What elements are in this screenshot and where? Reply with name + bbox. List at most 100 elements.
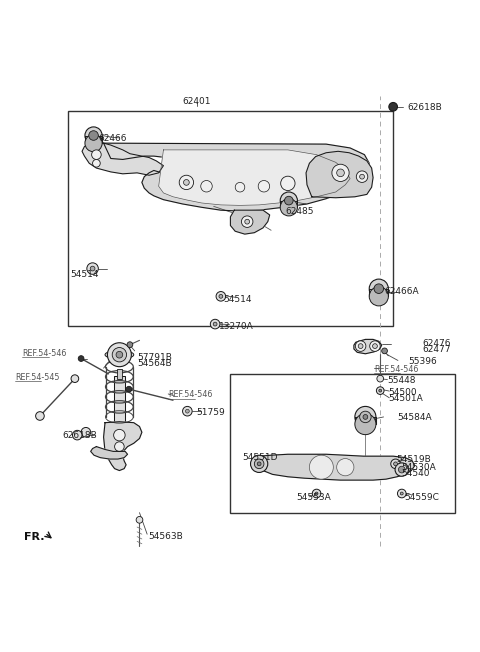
Text: REF.54-546: REF.54-546 xyxy=(168,391,213,400)
Circle shape xyxy=(115,442,124,451)
Circle shape xyxy=(183,179,189,185)
Circle shape xyxy=(72,430,82,440)
Circle shape xyxy=(382,348,387,354)
Polygon shape xyxy=(104,422,142,471)
Circle shape xyxy=(93,160,100,167)
Circle shape xyxy=(241,216,253,228)
Circle shape xyxy=(127,342,133,348)
Circle shape xyxy=(397,489,406,498)
Text: 54519B: 54519B xyxy=(396,454,431,464)
Circle shape xyxy=(136,516,143,523)
Text: 54559C: 54559C xyxy=(405,493,440,502)
Circle shape xyxy=(370,341,380,351)
Text: 62485: 62485 xyxy=(286,207,314,216)
Bar xyxy=(230,374,456,512)
Circle shape xyxy=(310,455,333,479)
Text: 62477: 62477 xyxy=(423,346,451,355)
Text: 54564B: 54564B xyxy=(137,359,172,368)
Polygon shape xyxy=(82,143,163,175)
Circle shape xyxy=(355,406,376,428)
Circle shape xyxy=(182,406,192,416)
Circle shape xyxy=(179,175,193,190)
Circle shape xyxy=(332,164,349,181)
Circle shape xyxy=(315,492,318,495)
Circle shape xyxy=(285,196,293,205)
Circle shape xyxy=(210,319,220,329)
Bar xyxy=(114,376,125,426)
Text: 51759: 51759 xyxy=(196,408,225,417)
Polygon shape xyxy=(354,340,382,354)
Text: REF.54-546: REF.54-546 xyxy=(374,364,419,374)
Circle shape xyxy=(363,415,368,419)
Circle shape xyxy=(257,462,261,466)
Text: 62618B: 62618B xyxy=(408,103,442,112)
Text: 62476: 62476 xyxy=(423,339,451,348)
Text: 57791B: 57791B xyxy=(137,353,172,362)
Text: 54514: 54514 xyxy=(70,271,98,279)
Circle shape xyxy=(235,183,245,192)
Circle shape xyxy=(89,131,98,140)
Text: 54500: 54500 xyxy=(388,387,417,396)
Circle shape xyxy=(87,263,98,274)
Text: REF.54-546: REF.54-546 xyxy=(22,349,67,358)
Circle shape xyxy=(360,174,364,179)
Circle shape xyxy=(78,356,84,361)
Text: 55448: 55448 xyxy=(387,376,416,385)
Text: FR.: FR. xyxy=(24,531,44,542)
Circle shape xyxy=(36,411,44,421)
Polygon shape xyxy=(280,201,298,207)
Text: 54530A: 54530A xyxy=(402,463,436,471)
Circle shape xyxy=(185,409,189,413)
Text: 13270A: 13270A xyxy=(219,323,254,331)
Circle shape xyxy=(201,181,212,192)
Circle shape xyxy=(280,192,298,209)
Circle shape xyxy=(356,171,368,183)
Circle shape xyxy=(377,376,384,382)
Ellipse shape xyxy=(105,350,134,359)
Circle shape xyxy=(112,348,127,362)
Circle shape xyxy=(213,322,217,326)
Text: 62618B: 62618B xyxy=(62,430,96,439)
Circle shape xyxy=(108,343,132,366)
Text: 62401: 62401 xyxy=(183,96,211,106)
Circle shape xyxy=(71,375,79,383)
Polygon shape xyxy=(104,143,369,211)
Circle shape xyxy=(280,199,298,216)
Polygon shape xyxy=(230,210,270,234)
Circle shape xyxy=(360,411,371,422)
Text: 54553A: 54553A xyxy=(296,493,331,502)
Circle shape xyxy=(258,181,270,192)
Circle shape xyxy=(85,134,102,152)
Bar xyxy=(68,111,393,326)
Circle shape xyxy=(400,492,403,495)
Text: REF.54-545: REF.54-545 xyxy=(15,373,60,381)
Circle shape xyxy=(358,344,363,349)
Circle shape xyxy=(355,341,366,351)
Text: 54563B: 54563B xyxy=(148,532,183,541)
Circle shape xyxy=(369,287,388,306)
Circle shape xyxy=(389,102,397,111)
Circle shape xyxy=(376,387,384,394)
Circle shape xyxy=(81,428,91,437)
Circle shape xyxy=(369,279,388,298)
Circle shape xyxy=(394,462,397,466)
Circle shape xyxy=(336,458,354,476)
Polygon shape xyxy=(91,447,128,459)
Circle shape xyxy=(379,389,382,392)
Text: 54551D: 54551D xyxy=(242,453,277,462)
Polygon shape xyxy=(355,417,376,424)
Circle shape xyxy=(126,386,132,392)
Circle shape xyxy=(251,455,268,473)
Text: 55396: 55396 xyxy=(408,357,437,366)
Circle shape xyxy=(245,219,250,224)
Text: 54514: 54514 xyxy=(223,295,252,304)
Circle shape xyxy=(281,176,295,190)
Circle shape xyxy=(312,489,321,498)
Text: 62466: 62466 xyxy=(99,134,127,143)
Polygon shape xyxy=(253,454,415,480)
Circle shape xyxy=(391,459,400,469)
Polygon shape xyxy=(85,136,102,143)
Circle shape xyxy=(219,295,223,298)
Text: 54584A: 54584A xyxy=(397,413,432,422)
Bar xyxy=(117,369,122,379)
